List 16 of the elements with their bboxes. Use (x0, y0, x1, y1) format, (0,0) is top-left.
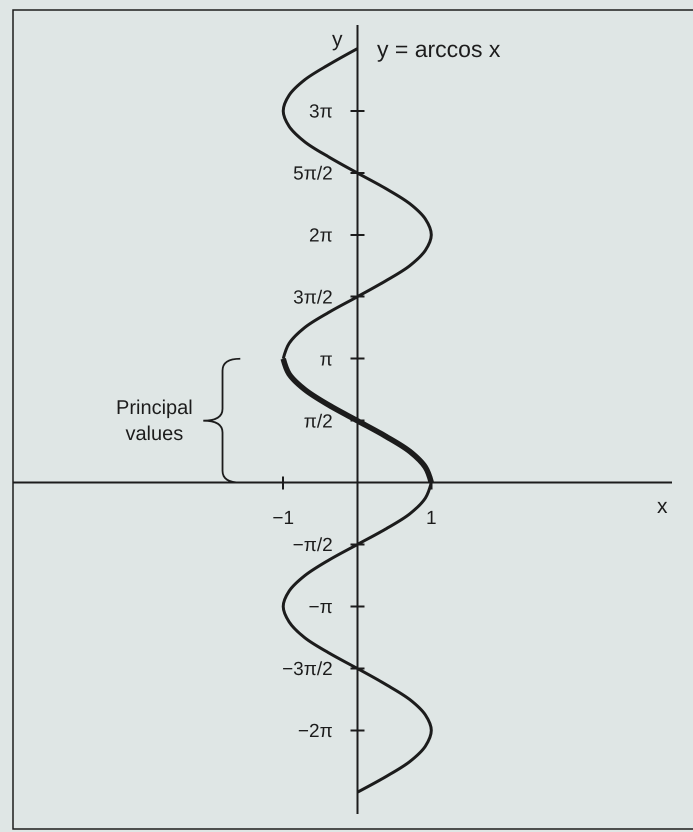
x-tick-label: −1 (272, 508, 294, 530)
y-axis-title: y (332, 28, 343, 51)
series-label: y = arccos x (377, 36, 501, 62)
x-axis-title: x (657, 495, 668, 518)
y-tick-label: −3π/2 (282, 659, 333, 680)
y-tick-label: −π/2 (292, 535, 333, 556)
y-tick-label: −π (308, 597, 333, 618)
y-tick-label: 2π (309, 225, 333, 246)
y-tick-label: π/2 (304, 411, 333, 432)
y-tick-label: 3π/2 (293, 287, 333, 308)
y-tick-label: π (320, 349, 333, 370)
y-tick-label: −2π (298, 721, 333, 742)
annotation: Principal values (116, 397, 193, 445)
x-tick-label: 1 (426, 508, 437, 530)
y-tick-label: 3π (309, 101, 333, 122)
y-tick-label: 5π/2 (293, 163, 333, 184)
